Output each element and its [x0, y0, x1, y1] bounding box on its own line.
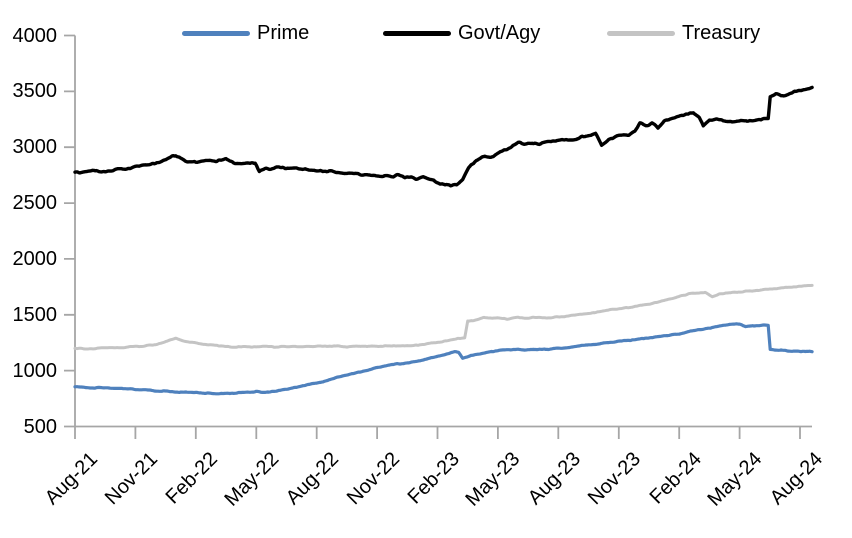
legend-swatch-treasury-icon — [607, 30, 675, 36]
y-axis-label: 4000 — [12, 24, 58, 47]
y-axis-label: 3000 — [12, 136, 58, 159]
y-axis-label: 500 — [23, 415, 57, 438]
series-line-treasury — [73, 283, 814, 351]
legend-label-govt-agy: Govt/Agy — [458, 22, 541, 44]
legend-swatch-prime-icon — [182, 30, 250, 36]
series-line-govt-agy — [73, 85, 814, 188]
legend-label-treasury: Treasury — [682, 22, 761, 44]
y-axis-label: 1500 — [12, 303, 58, 326]
y-axis-label: 3500 — [12, 80, 58, 103]
legend-item-prime: Prime — [182, 22, 309, 44]
series-line-prime — [73, 322, 814, 396]
axis-tick-marks — [64, 34, 801, 439]
legend-label-prime: Prime — [257, 22, 310, 44]
legend-item-govt-agy: Govt/Agy — [383, 22, 540, 44]
y-axis-label: 2000 — [12, 247, 58, 270]
legend-item-treasury: Treasury — [607, 22, 760, 44]
axis-lines — [74, 35, 812, 428]
legend-swatch-govt-agy-icon — [383, 30, 451, 36]
y-axis-label: 1000 — [12, 359, 58, 382]
y-axis-label: 2500 — [12, 192, 58, 215]
